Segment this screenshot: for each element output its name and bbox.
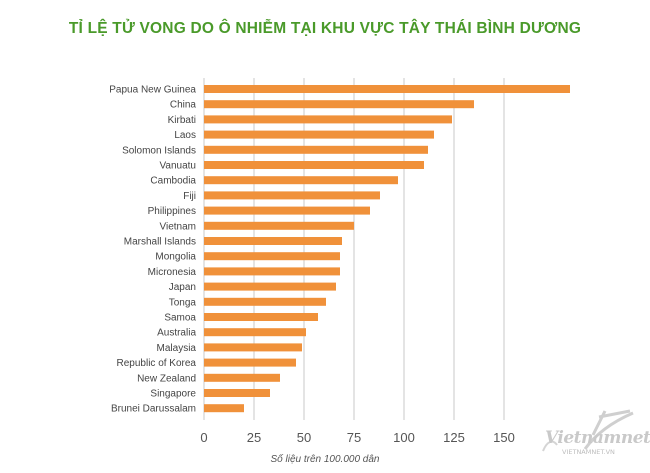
watermark-brand: Vietnamnet [545, 428, 650, 448]
bar [204, 343, 302, 352]
category-label: Vanuatu [159, 161, 196, 172]
category-label: Cambodia [150, 176, 196, 187]
bar [204, 100, 474, 109]
x-tick-label: 25 [247, 430, 261, 445]
bar [204, 389, 270, 397]
bar [204, 85, 570, 93]
x-tick-label: 0 [200, 430, 207, 445]
x-tick-labels: 0 25 50 75 100 125 150 [200, 430, 514, 445]
x-tick-label: 100 [393, 430, 415, 445]
x-tick-label: 125 [443, 430, 465, 445]
vietnamnet-logo-icon [542, 409, 634, 452]
bar [204, 373, 280, 382]
gridlines [203, 78, 505, 420]
category-label: Solomon Islands [122, 145, 196, 156]
category-label: Japan [169, 282, 196, 293]
bar [204, 282, 336, 291]
category-label: Marshall Islands [124, 237, 196, 248]
bar [204, 161, 424, 169]
category-label: Malaysia [157, 343, 197, 354]
bar [204, 221, 354, 230]
x-tick-label: 75 [347, 430, 361, 445]
bars [204, 85, 570, 413]
category-label: China [170, 100, 197, 111]
category-label: Tonga [169, 297, 197, 308]
category-label: New Zealand [137, 373, 196, 384]
category-label: Samoa [164, 313, 196, 324]
bar [204, 206, 370, 215]
watermark-site: VIETNAMNET.VN [562, 448, 615, 456]
category-label: Vietnam [159, 221, 196, 232]
bar [204, 358, 296, 367]
bar [204, 267, 340, 276]
category-label: Mongolia [155, 252, 196, 263]
bar [204, 297, 326, 306]
category-label: Republic of Korea [117, 358, 197, 369]
bar [204, 191, 380, 200]
bar [204, 115, 452, 124]
category-label: Kirbati [168, 115, 196, 126]
x-tick-label: 150 [493, 430, 515, 445]
category-label: Micronesia [148, 267, 197, 278]
category-label: Papua New Guinea [109, 85, 196, 96]
chart-footnote: Số liệu trên 100.000 dân [270, 454, 380, 465]
category-label: Australia [157, 328, 196, 339]
category-label: Brunei Darussalam [111, 404, 196, 415]
category-label: Singapore [150, 389, 196, 400]
bar [204, 404, 244, 413]
category-label: Fiji [183, 191, 196, 202]
category-labels: Papua New Guinea China Kirbati Laos Solomon … [109, 85, 196, 415]
bar [204, 176, 398, 185]
category-label: Laos [174, 130, 196, 141]
bar [204, 237, 342, 245]
bar [204, 328, 306, 337]
x-tick-label: 50 [297, 430, 311, 445]
bar [204, 313, 318, 321]
chart-title: TỈ LỆ TỬ VONG DO Ô NHIỄM TẠI KHU VỰC TÂY… [68, 20, 582, 37]
bar [204, 145, 428, 154]
bar [204, 130, 434, 139]
category-label: Philippines [148, 206, 196, 217]
bar [204, 252, 340, 261]
